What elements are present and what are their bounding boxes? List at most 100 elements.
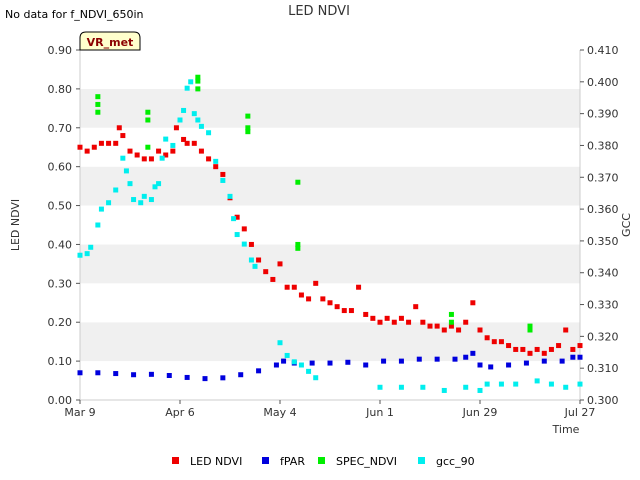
data-point bbox=[506, 343, 512, 349]
data-point bbox=[427, 323, 433, 329]
data-point bbox=[270, 276, 276, 282]
data-point bbox=[113, 371, 119, 377]
data-point bbox=[206, 156, 212, 162]
data-point bbox=[363, 311, 369, 317]
x-tick-label: Jun 29 bbox=[462, 406, 498, 419]
y2-tick-label: 0.300 bbox=[587, 394, 619, 407]
legend-label: LED NDVI bbox=[190, 455, 242, 468]
y2-tick-label: 0.380 bbox=[587, 139, 619, 152]
legend-label: gcc_90 bbox=[436, 455, 475, 468]
series-fpar bbox=[77, 350, 583, 382]
data-point bbox=[141, 156, 147, 162]
data-point bbox=[341, 308, 347, 314]
data-point bbox=[95, 370, 101, 376]
data-point bbox=[513, 381, 519, 387]
data-point bbox=[548, 381, 554, 387]
data-point bbox=[95, 94, 101, 100]
data-point bbox=[334, 304, 340, 310]
data-point bbox=[434, 323, 440, 329]
y2-tick-label: 0.340 bbox=[587, 267, 619, 280]
data-point bbox=[95, 222, 101, 228]
data-point bbox=[248, 257, 254, 263]
data-point bbox=[198, 148, 204, 154]
data-point bbox=[84, 251, 90, 257]
data-point bbox=[256, 368, 262, 374]
data-point bbox=[391, 319, 397, 325]
data-point bbox=[134, 152, 140, 158]
legend-swatch bbox=[418, 457, 425, 464]
data-point bbox=[527, 350, 533, 356]
data-point bbox=[448, 319, 454, 325]
data-point bbox=[277, 340, 283, 346]
data-point bbox=[241, 241, 247, 247]
y-axis-label: LED NDVI bbox=[9, 199, 22, 251]
data-point bbox=[416, 356, 422, 362]
data-point bbox=[245, 113, 251, 119]
data-point bbox=[370, 315, 376, 321]
data-point bbox=[488, 364, 494, 370]
data-point bbox=[145, 109, 151, 115]
data-point bbox=[245, 129, 251, 135]
data-point bbox=[145, 144, 151, 150]
data-point bbox=[527, 327, 533, 333]
data-point bbox=[345, 359, 351, 365]
y-tick-label: 0.20 bbox=[48, 316, 73, 329]
data-point bbox=[520, 346, 526, 352]
data-point bbox=[238, 372, 244, 378]
data-point bbox=[577, 343, 583, 349]
data-point bbox=[195, 74, 201, 80]
data-point bbox=[506, 362, 512, 368]
data-point bbox=[306, 296, 312, 302]
band bbox=[80, 322, 580, 362]
data-point bbox=[541, 358, 547, 364]
y-tick-label: 0.70 bbox=[48, 122, 73, 135]
data-point bbox=[159, 155, 165, 161]
data-point bbox=[91, 144, 97, 150]
data-point bbox=[534, 346, 540, 352]
data-points bbox=[77, 74, 583, 393]
y-tick-label: 0.30 bbox=[48, 277, 73, 290]
y-axis-right: 0.300 0.310 0.320 0.330 0.340 0.350 0.360 0.370… bbox=[580, 44, 619, 407]
data-point bbox=[470, 300, 476, 306]
data-point bbox=[306, 368, 312, 374]
data-point bbox=[398, 384, 404, 390]
data-point bbox=[527, 323, 533, 329]
data-point bbox=[577, 354, 583, 360]
background-bands bbox=[80, 50, 580, 400]
data-point bbox=[195, 117, 201, 123]
data-point bbox=[156, 148, 162, 154]
data-point bbox=[120, 155, 126, 161]
y-tick-label: 0.00 bbox=[48, 394, 73, 407]
data-point bbox=[563, 327, 569, 333]
y-tick-label: 0.80 bbox=[48, 83, 73, 96]
data-point bbox=[98, 140, 104, 146]
data-point bbox=[113, 140, 119, 146]
data-point bbox=[570, 354, 576, 360]
y2-tick-label: 0.360 bbox=[587, 203, 619, 216]
data-point bbox=[548, 346, 554, 352]
data-point bbox=[148, 371, 154, 377]
x-axis-label: Time bbox=[552, 423, 580, 436]
data-point bbox=[181, 107, 187, 113]
data-point bbox=[184, 140, 190, 146]
y2-tick-label: 0.370 bbox=[587, 171, 619, 184]
data-point bbox=[291, 359, 297, 365]
band bbox=[80, 88, 580, 128]
data-point bbox=[556, 343, 562, 349]
site-badge-text: VR_met bbox=[87, 36, 134, 49]
data-point bbox=[131, 372, 137, 378]
legend: LED NDVI fPAR SPEC_NDVI gcc_90 bbox=[172, 455, 475, 468]
data-point bbox=[220, 375, 226, 381]
data-point bbox=[356, 284, 362, 290]
data-point bbox=[220, 177, 226, 183]
data-point bbox=[441, 387, 447, 393]
band bbox=[80, 244, 580, 284]
data-point bbox=[384, 315, 390, 321]
x-tick-label: Apr 6 bbox=[165, 406, 195, 419]
y-tick-label: 0.90 bbox=[48, 44, 73, 57]
y2-tick-label: 0.410 bbox=[587, 44, 619, 57]
data-point bbox=[95, 101, 101, 107]
legend-swatch bbox=[262, 457, 269, 464]
data-point bbox=[213, 158, 219, 164]
x-tick-label: Mar 9 bbox=[64, 406, 95, 419]
